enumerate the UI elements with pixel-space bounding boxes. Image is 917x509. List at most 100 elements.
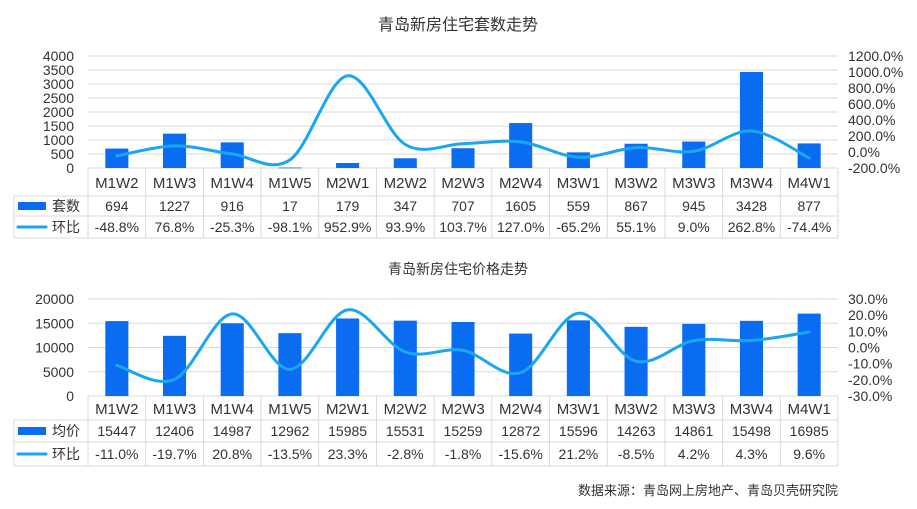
bar-M3W3 xyxy=(682,323,706,396)
bar-M2W2 xyxy=(393,320,417,396)
legend-bar-swatch xyxy=(18,427,46,435)
y-tick-label: 1000 xyxy=(43,132,74,148)
y-tick-label: 10000 xyxy=(35,340,74,356)
table-cell-环比: -13.5% xyxy=(268,446,312,462)
x-tick-label: M1W4 xyxy=(211,401,254,418)
bar-M2W4 xyxy=(509,123,533,168)
x-tick-label: M2W4 xyxy=(499,401,542,418)
x-tick-label: M2W2 xyxy=(384,175,427,192)
bar-M2W3 xyxy=(451,321,475,396)
x-tick-label: M3W2 xyxy=(614,401,657,418)
bar-M3W2 xyxy=(624,143,648,168)
legend-label-line: 环比 xyxy=(52,446,80,462)
x-tick-label: M3W4 xyxy=(730,401,773,418)
table-cell-均价: 12406 xyxy=(155,423,194,439)
bar-M4W1 xyxy=(797,313,821,396)
x-tick-label: M1W5 xyxy=(268,401,311,418)
x-tick-label: M1W4 xyxy=(211,175,254,192)
table-cell-环比: -19.7% xyxy=(152,446,196,462)
table-cell-环比: -65.2% xyxy=(556,219,600,235)
y-tick-label: 4000 xyxy=(43,48,74,64)
y2-tick-label: 20.0% xyxy=(848,307,888,323)
y-tick-label: 0 xyxy=(66,388,74,404)
table-cell-套数: 707 xyxy=(451,198,475,214)
table-cell-均价: 14861 xyxy=(674,423,713,439)
bar-M1W3 xyxy=(163,335,187,396)
chart2-title: 青岛新房住宅价格走势 xyxy=(388,261,528,277)
table-cell-均价: 12872 xyxy=(501,423,540,439)
y2-tick-label: -20.0% xyxy=(848,372,892,388)
legend-bar-swatch xyxy=(18,202,46,210)
table-cell-均价: 15531 xyxy=(386,423,425,439)
table-cell-均价: 15596 xyxy=(559,423,598,439)
table-cell-环比: 127.0% xyxy=(497,219,544,235)
table-cell-环比: 93.9% xyxy=(385,219,425,235)
bar-M1W2 xyxy=(105,321,129,396)
table-cell-均价: 16985 xyxy=(790,423,829,439)
bar-M2W1 xyxy=(336,162,360,168)
x-tick-label: M1W2 xyxy=(95,175,138,192)
table-cell-套数: 17 xyxy=(282,198,298,214)
y2-tick-label: 600.0% xyxy=(848,96,895,112)
table-cell-环比: 4.3% xyxy=(736,446,768,462)
table-cell-环比: -1.8% xyxy=(445,446,482,462)
table-cell-套数: 1605 xyxy=(505,198,536,214)
y2-tick-label: 30.0% xyxy=(848,291,888,307)
x-tick-label: M3W2 xyxy=(614,175,657,192)
table-cell-均价: 14987 xyxy=(213,423,252,439)
y2-tick-label: 1000.0% xyxy=(848,64,903,80)
table-cell-套数: 3428 xyxy=(736,198,767,214)
x-tick-label: M2W3 xyxy=(441,401,484,418)
x-tick-label: M2W1 xyxy=(326,401,369,418)
x-tick-label: M2W2 xyxy=(384,401,427,418)
y-tick-label: 20000 xyxy=(35,291,74,307)
chart1-title: 青岛新房住宅套数走势 xyxy=(378,16,538,34)
table-cell-均价: 15498 xyxy=(732,423,771,439)
y2-tick-label: 10.0% xyxy=(848,323,888,339)
y2-tick-label: 200.0% xyxy=(848,128,895,144)
legend-label-bar: 套数 xyxy=(52,198,80,214)
table-cell-环比: -11.0% xyxy=(95,446,138,462)
y2-tick-label: 0.0% xyxy=(848,340,880,356)
table-cell-均价: 15259 xyxy=(444,423,483,439)
table-cell-环比: 23.3% xyxy=(328,446,368,462)
x-tick-label: M3W1 xyxy=(557,175,600,192)
y-tick-label: 3000 xyxy=(43,76,74,92)
table-cell-环比: 9.0% xyxy=(678,219,710,235)
y2-tick-label: -200.0% xyxy=(848,160,900,176)
bar-M2W1 xyxy=(336,318,360,396)
table-cell-环比: -74.4% xyxy=(787,219,831,235)
table-cell-套数: 945 xyxy=(682,198,706,214)
table-cell-均价: 15985 xyxy=(328,423,367,439)
table-cell-环比: -25.3% xyxy=(210,219,254,235)
y2-tick-label: 800.0% xyxy=(848,80,895,96)
bar-M2W2 xyxy=(393,158,417,168)
bar-M4W1 xyxy=(797,143,821,168)
legend-label-line: 环比 xyxy=(52,219,80,235)
y-tick-label: 500 xyxy=(51,146,75,162)
source-note: 数据来源：青岛网上房地产、青岛贝壳研究院 xyxy=(578,483,838,498)
table-cell-环比: 952.9% xyxy=(324,219,371,235)
table-cell-环比: -15.6% xyxy=(499,446,543,462)
table-cell-套数: 179 xyxy=(336,198,360,214)
bar-M2W4 xyxy=(509,333,533,396)
bar-M3W4 xyxy=(739,72,763,168)
y-tick-label: 2000 xyxy=(43,104,74,120)
table-cell-环比: 21.2% xyxy=(559,446,599,462)
table-cell-环比: 103.7% xyxy=(439,219,486,235)
table-cell-套数: 559 xyxy=(567,198,591,214)
bar-M1W4 xyxy=(220,323,244,396)
x-tick-label: M1W3 xyxy=(153,175,196,192)
bar-M2W3 xyxy=(451,148,475,168)
y-tick-label: 5000 xyxy=(43,364,74,380)
x-tick-label: M1W5 xyxy=(268,175,311,192)
table-cell-环比: 20.8% xyxy=(212,446,252,462)
y2-tick-label: -10.0% xyxy=(848,356,892,372)
table-cell-套数: 1227 xyxy=(159,198,190,214)
table-cell-环比: -98.1% xyxy=(268,219,312,235)
table-cell-环比: 76.8% xyxy=(155,219,195,235)
y-tick-label: 0 xyxy=(66,160,74,176)
bar-M3W4 xyxy=(739,320,763,396)
